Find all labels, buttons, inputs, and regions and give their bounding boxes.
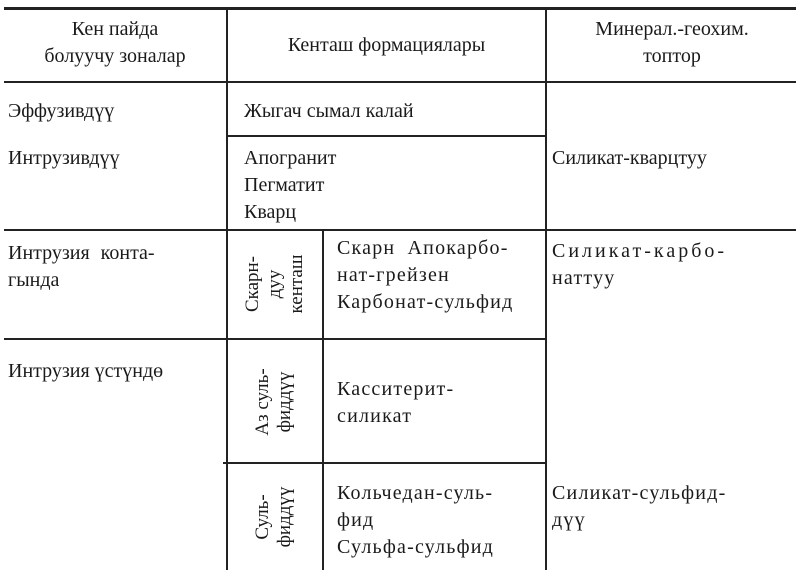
group-silicate-sulfide: Силикат-сульфид- дүү [552,482,727,531]
group-silicate-quartz: Силикат-кварцтуу [552,147,707,169]
col-divider-1 [226,8,228,570]
row-divider-intrusive [4,229,796,231]
header-formations: Кенташ формациялары [287,34,486,56]
formations-sulfide: Кольчедан-суль- фид Сульфа-сульфид [337,482,495,558]
col-divider-2 [545,8,547,570]
formations-low-sulfide: Касситерит- силикат [337,378,455,427]
header-divider [4,81,796,83]
header-zones: Кен пайда болуучу зоналар [44,18,186,67]
subtype-low-sulfide: Аз суль- фиддүү [252,368,295,436]
subtype-skarn: Скарн- дуу кенташ [242,254,307,314]
row-divider-effusive [226,135,546,137]
subtype-sulfide: Суль- фиддүү [252,486,295,548]
header-groups: Минерал.-геохим. топтор [595,18,749,67]
row-divider-lowsulfide [223,462,547,464]
formation-effusive: Жыгач сымал калай [244,100,414,122]
formations-contact: Скарн Апокарбо- нат-грейзен Карбонат-сул… [337,237,514,313]
top-border [4,7,796,10]
zone-intrusive: Интрузивдүү [8,147,120,169]
group-silicate-carbonate: Силикат-карбо- наттуу [552,240,728,289]
subcol-divider [322,230,324,570]
zone-above-intrusion: Интрузия үстүндө [8,360,164,382]
zone-contact: Интрузия конта- гында [8,242,155,291]
zone-effusive: Эффузивдүү [8,100,115,122]
row-divider-contact [4,338,546,340]
formations-intrusive: Апогранит Пегматит Кварц [244,147,337,223]
